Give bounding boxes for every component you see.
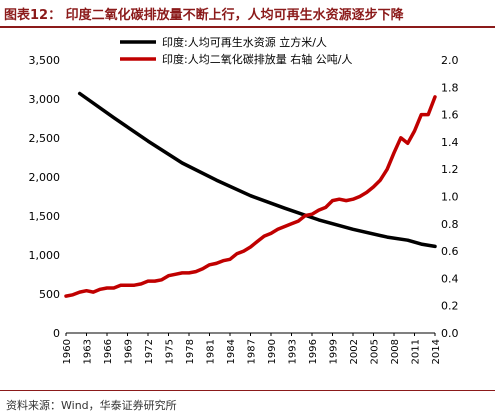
y-right-tick-label: 1.2: [441, 163, 459, 176]
x-tick-label: 2008: [390, 339, 401, 364]
y-left-tick-label: 1,000: [29, 249, 61, 262]
x-tick-label: 1990: [267, 339, 278, 364]
y-left-tick-label: 500: [39, 288, 60, 301]
y-right-tick-label: 2.0: [441, 54, 459, 67]
y-right-tick-label: 0.8: [441, 218, 459, 231]
source-note: 资料来源：Wind，华泰证券研究所: [6, 399, 177, 412]
x-tick-label: 2014: [431, 339, 442, 364]
x-tick-label: 1999: [329, 339, 340, 364]
x-tick-label: 2005: [370, 339, 381, 364]
y-left-tick-label: 2,000: [29, 171, 61, 184]
x-tick-label: 1981: [206, 339, 217, 364]
y-right-tick-label: 0.4: [441, 272, 459, 285]
y-right-tick-label: 0.2: [441, 300, 459, 313]
chart-title: 图表12： 印度二氧化碳排放量不断上行，人均可再生水资源逐步下降: [4, 8, 404, 23]
y-right-tick-label: 0.6: [441, 245, 459, 258]
y-right-tick-label: 1.8: [441, 81, 459, 94]
y-right-tick-label: 1.4: [441, 136, 459, 149]
x-tick-label: 1987: [247, 339, 258, 364]
y-left-tick-label: 3,000: [29, 93, 61, 106]
y-left-tick-label: 3,500: [29, 54, 61, 67]
title-rule: [0, 26, 495, 28]
x-tick-label: 1993: [288, 339, 299, 364]
y-left-tick-label: 1,500: [29, 210, 61, 223]
water-resources-line: [77, 91, 437, 249]
source-rule: [0, 390, 495, 391]
x-tick-label: 1960: [62, 339, 73, 364]
y-left-tick-label: 2,500: [29, 132, 61, 145]
x-tick-label: 1996: [308, 339, 319, 364]
x-tick-label: 1975: [165, 339, 176, 364]
x-tick-label: 2002: [349, 339, 360, 364]
x-tick-label: 1969: [124, 339, 135, 364]
x-tick-label: 1984: [226, 339, 237, 364]
y-right-tick-label: 0.0: [441, 327, 459, 340]
x-tick-label: 1963: [83, 339, 94, 364]
legend-label-co2: 印度:人均二氧化碳排放量 右轴 公吨/人: [162, 52, 352, 66]
x-tick-label: 1978: [185, 339, 196, 364]
legend-label-water: 印度:人均可再生水资源 立方米/人: [162, 35, 327, 49]
chart-lines: [64, 91, 437, 298]
y-right-tick-label: 1.0: [441, 191, 459, 204]
y-right-tick-label: 1.6: [441, 109, 459, 122]
chart-axes: 0 500 1,000 1,500 2,000 2,500 3,000 3,500 0.0 0.2…: [29, 54, 459, 364]
y-left-tick-label: 0: [53, 327, 60, 340]
x-tick-label: 1966: [103, 339, 114, 364]
x-tick-label: 2011: [411, 339, 422, 364]
x-tick-label: 1972: [144, 339, 155, 364]
co2-emissions-line: [64, 95, 437, 298]
chart-legend: 印度:人均可再生水资源 立方米/人印度:人均二氧化碳排放量 右轴 公吨/人: [120, 35, 352, 66]
